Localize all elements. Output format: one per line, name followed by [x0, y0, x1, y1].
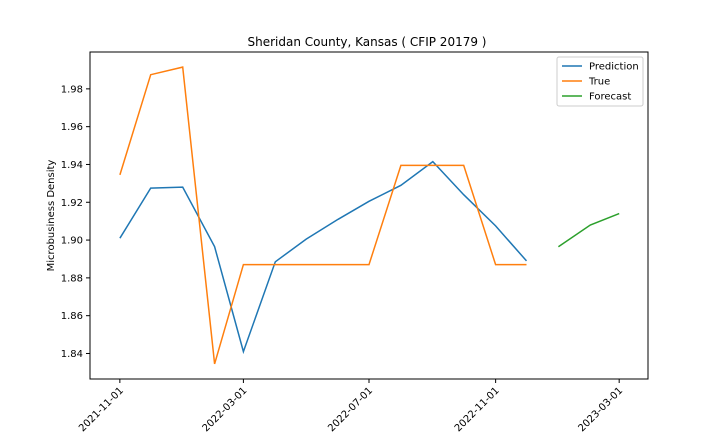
- chart-title: Sheridan County, Kansas ( CFIP 20179 ): [248, 35, 487, 49]
- series-line-prediction: [119, 160, 528, 355]
- y-tick-label: 1.94: [61, 160, 83, 171]
- series-line-forecast: [557, 212, 620, 248]
- y-axis: 1.84 1.86 1.88 1.90 1.92 1.94 1.96 1.98: [61, 84, 90, 360]
- legend: Prediction True Forecast: [556, 56, 644, 107]
- y-axis-label: Microbusiness Density: [46, 160, 57, 272]
- y-tick-label: 1.96: [61, 122, 83, 133]
- legend-label-prediction: Prediction: [589, 62, 639, 73]
- y-tick-label: 1.98: [61, 84, 83, 95]
- y-tick-label: 1.84: [61, 349, 83, 360]
- y-tick-label: 1.86: [61, 311, 83, 322]
- y-tick-label: 1.90: [61, 236, 83, 247]
- legend-box: [556, 56, 644, 107]
- y-tick-label: 1.88: [61, 273, 83, 284]
- legend-label-true: True: [588, 77, 610, 88]
- y-tick-label: 1.92: [61, 198, 83, 209]
- series-line-true: [119, 66, 527, 365]
- legend-label-forecast: Forecast: [589, 92, 631, 103]
- plot-area: [119, 66, 620, 365]
